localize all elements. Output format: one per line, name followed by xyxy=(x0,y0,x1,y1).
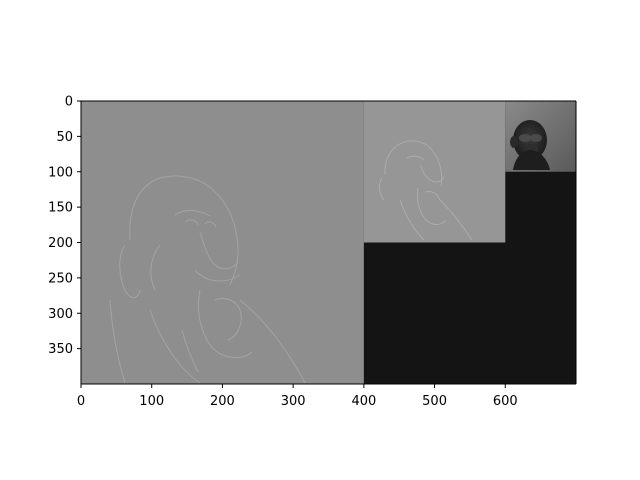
chimp-photo-small xyxy=(510,120,550,170)
x-tick-label: 400 xyxy=(351,394,376,409)
y-tick-label: 150 xyxy=(48,201,73,216)
x-tick-label: 200 xyxy=(210,394,235,409)
x-tick-label: 300 xyxy=(281,394,306,409)
laplacian-level-1-panel xyxy=(363,101,506,243)
image-plot xyxy=(81,101,576,384)
y-tick-label: 50 xyxy=(56,130,73,145)
laplacian-level-0-panel xyxy=(81,101,364,384)
chimp-edge-sketch-medium xyxy=(379,140,473,241)
chimp-edge-sketch-large xyxy=(109,175,306,384)
y-tick-label: 200 xyxy=(48,236,73,251)
y-tick-label: 100 xyxy=(48,165,73,180)
axes-frame xyxy=(80,100,577,385)
x-tick-label: 100 xyxy=(139,394,164,409)
x-tick-label: 600 xyxy=(493,394,518,409)
x-tick-label: 0 xyxy=(77,394,85,409)
x-tick-label: 500 xyxy=(422,394,447,409)
y-tick-label: 250 xyxy=(48,271,73,286)
x-axis: 0 100 200 300 400 500 600 xyxy=(77,384,518,409)
y-tick-label: 350 xyxy=(48,342,73,357)
y-axis: 0 50 100 150 200 250 300 350 xyxy=(48,95,81,357)
y-tick-label: 0 xyxy=(65,95,73,110)
y-tick-label: 300 xyxy=(48,307,73,322)
